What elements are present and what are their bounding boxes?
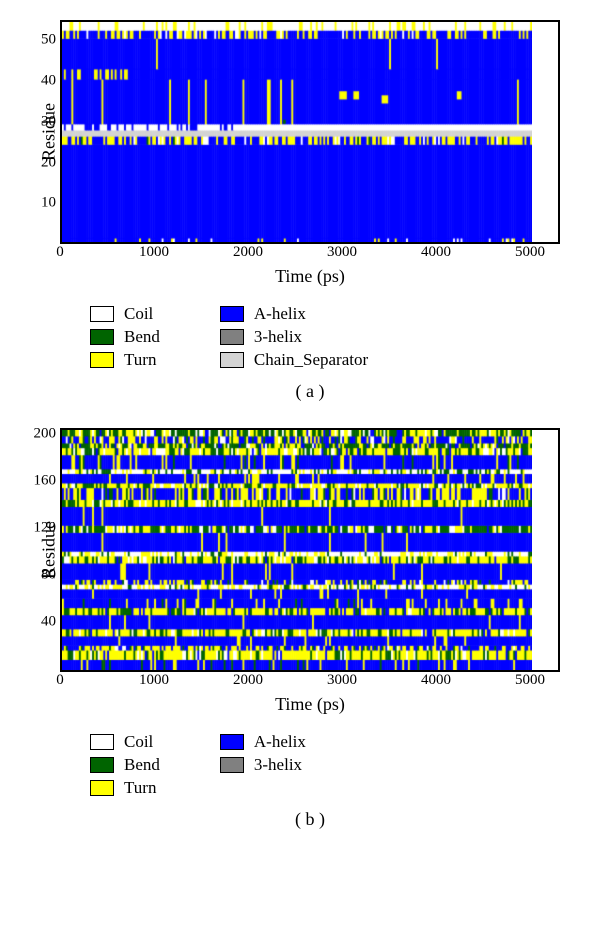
page: Residue 1020304050 010002000300040005000… <box>0 0 600 876</box>
ytick: 200 <box>34 425 57 442</box>
legend-label: Turn <box>124 778 156 798</box>
legend-b: Coil Bend Turn A-helix 3-helix <box>90 729 560 801</box>
legend-swatch <box>90 306 114 322</box>
ytick: 40 <box>41 614 56 631</box>
yticks-a: 10 20 30 40 50 <box>26 20 56 240</box>
legend-item: Turn <box>90 350 160 370</box>
plot-box-b <box>60 428 560 672</box>
plot-wrap-b: Residue 4080120160200 <box>60 428 560 672</box>
subcaption-a: ( a ) <box>60 381 560 402</box>
legend-item: 3-helix <box>220 327 368 347</box>
xlabel-b: Time (ps) <box>60 694 560 715</box>
legend-swatch <box>220 306 244 322</box>
legend-swatch <box>90 780 114 796</box>
xtick: 1000 <box>139 672 169 689</box>
subcaption-b: ( b ) <box>60 809 560 830</box>
legend-label: Bend <box>124 755 160 775</box>
xtick: 1000 <box>139 244 169 261</box>
legend-label: Bend <box>124 327 160 347</box>
xtick: 0 <box>56 672 64 689</box>
yticks-b: 40 80 120 160 200 <box>26 428 56 668</box>
xtick: 3000 <box>327 244 357 261</box>
ytick: 80 <box>41 567 56 584</box>
legend-swatch <box>90 329 114 345</box>
legend-a: Coil Bend Turn A-helix 3-helix Chain_Separato… <box>90 301 560 373</box>
legend-item: Bend <box>90 755 160 775</box>
heatmap-b <box>62 430 532 670</box>
legend-item: Chain_Separator <box>220 350 368 370</box>
xtick: 4000 <box>421 244 451 261</box>
legend-swatch <box>90 734 114 750</box>
legend-label: 3-helix <box>254 327 302 347</box>
legend-label: Turn <box>124 350 156 370</box>
panel-b: Residue 4080120160200 010002000300040005… <box>60 428 560 830</box>
xtick: 4000 <box>421 672 451 689</box>
xlabel-a: Time (ps) <box>60 266 560 287</box>
legend-item: Bend <box>90 327 160 347</box>
legend-item: A-helix <box>220 732 306 752</box>
legend-swatch <box>220 734 244 750</box>
legend-item: Turn <box>90 778 160 798</box>
ytick: 10 <box>41 195 56 212</box>
ytick: 20 <box>41 154 56 171</box>
legend-swatch <box>220 329 244 345</box>
legend-swatch <box>220 757 244 773</box>
plot-wrap-a: Residue 1020304050 <box>60 20 560 244</box>
xticks-a: 010002000300040005000 <box>60 244 560 262</box>
legend-item: Coil <box>90 732 160 752</box>
xtick: 0 <box>56 244 64 261</box>
ytick: 30 <box>41 113 56 130</box>
xtick: 5000 <box>515 244 545 261</box>
xticks-b: 010002000300040005000 <box>60 672 560 690</box>
legend-label: Chain_Separator <box>254 350 368 370</box>
legend-swatch <box>220 352 244 368</box>
legend-item: Coil <box>90 304 160 324</box>
ytick: 50 <box>41 32 56 49</box>
xtick: 5000 <box>515 672 545 689</box>
legend-label: Coil <box>124 732 153 752</box>
legend-label: A-helix <box>254 732 306 752</box>
legend-label: Coil <box>124 304 153 324</box>
legend-label: A-helix <box>254 304 306 324</box>
xtick: 2000 <box>233 672 263 689</box>
legend-item: A-helix <box>220 304 368 324</box>
heatmap-a <box>62 22 532 242</box>
ytick: 160 <box>34 472 57 489</box>
plot-box-a <box>60 20 560 244</box>
ytick: 120 <box>34 520 57 537</box>
legend-label: 3-helix <box>254 755 302 775</box>
legend-swatch <box>90 352 114 368</box>
panel-a: Residue 1020304050 010002000300040005000… <box>60 20 560 402</box>
xtick: 3000 <box>327 672 357 689</box>
xtick: 2000 <box>233 244 263 261</box>
ytick: 40 <box>41 73 56 90</box>
legend-swatch <box>90 757 114 773</box>
legend-item: 3-helix <box>220 755 306 775</box>
